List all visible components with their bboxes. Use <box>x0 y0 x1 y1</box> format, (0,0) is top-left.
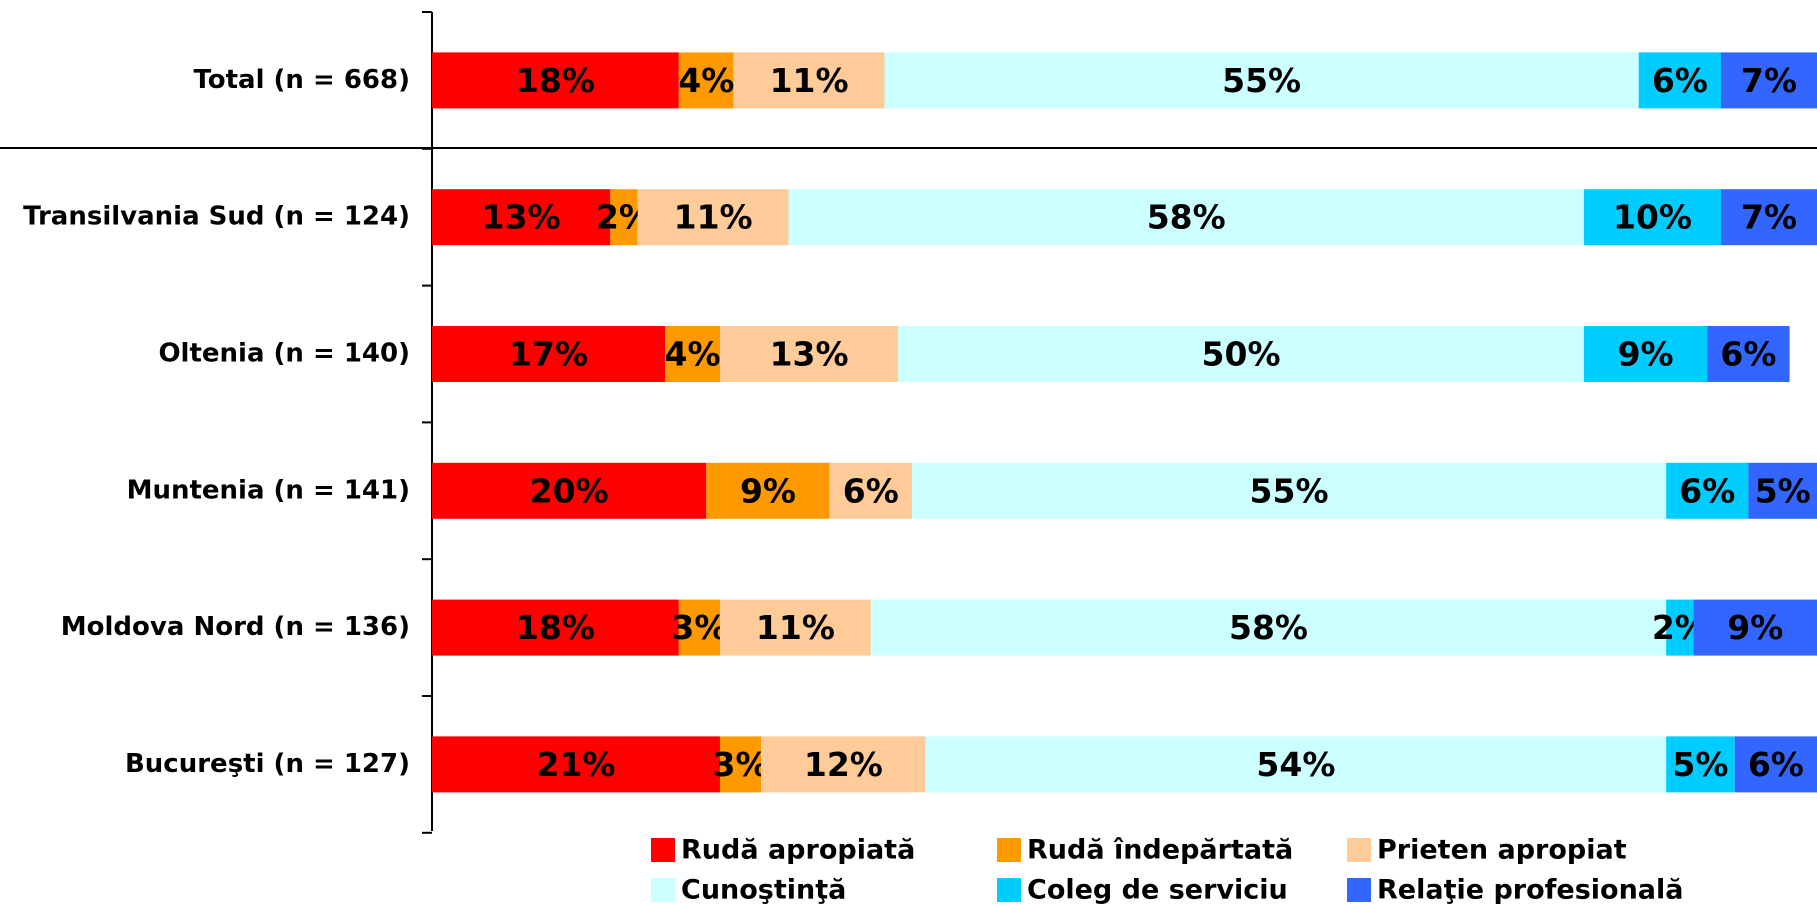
category-label: Bucureşti (n = 127) <box>125 749 410 779</box>
bar-segment <box>911 462 1667 519</box>
data-label: 21% <box>536 745 615 784</box>
bar-segment <box>432 599 679 656</box>
data-label: 9% <box>1618 335 1674 374</box>
data-label: 11% <box>674 198 753 237</box>
legend-label: Cunoştinţă <box>681 875 846 905</box>
data-label: 6% <box>1652 61 1708 100</box>
data-label: 50% <box>1202 335 1281 374</box>
data-label: 58% <box>1147 198 1226 237</box>
bar-segment <box>1583 326 1708 382</box>
data-label: 13% <box>770 335 849 374</box>
bar-segment <box>1583 189 1722 246</box>
legend-swatch <box>1347 878 1371 902</box>
bar-segment <box>870 599 1667 656</box>
data-label: 7% <box>1741 198 1797 237</box>
bar-segment <box>678 599 720 656</box>
data-label: 11% <box>756 608 835 647</box>
data-label: 9% <box>1727 608 1783 647</box>
legend-swatch <box>1347 838 1371 862</box>
bar-segment <box>1666 462 1749 519</box>
category-label: Transilvania Sud (n = 124) <box>23 202 410 232</box>
data-label: 58% <box>1229 608 1308 647</box>
bar-segment <box>1734 736 1817 793</box>
bar-segment <box>829 462 912 519</box>
data-label: 6% <box>843 471 899 510</box>
bar-segment <box>706 462 830 519</box>
bar-segment <box>898 326 1584 382</box>
category-label: Oltenia (n = 140) <box>158 339 410 369</box>
data-label: 54% <box>1256 745 1335 784</box>
data-label: 4% <box>665 335 721 374</box>
legend-label: Coleg de serviciu <box>1027 875 1288 905</box>
bar-segment <box>432 52 679 109</box>
bar-segment <box>1693 599 1817 656</box>
legend-label: Rudă îndepărtată <box>1027 835 1293 866</box>
legend-swatch <box>997 878 1021 902</box>
data-label: 55% <box>1222 61 1301 100</box>
bar-segment <box>1707 326 1790 382</box>
category-label: Moldova Nord (n = 136) <box>61 612 410 642</box>
bar-segment <box>1666 599 1694 656</box>
bar-segment <box>678 52 734 109</box>
data-label: 9% <box>740 471 796 510</box>
data-label: 20% <box>530 471 609 510</box>
data-label: 11% <box>770 61 849 100</box>
data-label: 6% <box>1679 471 1735 510</box>
legend-label: Rudă apropiată <box>681 835 915 866</box>
legend-label: Relaţie profesională <box>1377 875 1684 905</box>
bar-segment <box>665 326 720 382</box>
data-label: 18% <box>516 608 595 647</box>
data-label: 6% <box>1748 745 1804 784</box>
bar-segment <box>884 52 1639 109</box>
bar-segment <box>719 599 871 656</box>
data-label: 4% <box>678 61 734 100</box>
data-label: 5% <box>1672 745 1728 784</box>
bar-segment <box>1748 462 1817 519</box>
data-label: 5% <box>1755 471 1811 510</box>
bar-segment <box>788 189 1584 246</box>
data-label: 6% <box>1720 335 1776 374</box>
data-label: 17% <box>509 335 588 374</box>
data-label: 7% <box>1741 61 1797 100</box>
data-label: 18% <box>516 61 595 100</box>
data-label: 13% <box>482 198 561 237</box>
bar-segment <box>432 736 720 793</box>
bar-segment <box>925 736 1667 793</box>
data-label: 10% <box>1613 198 1692 237</box>
bar-segment <box>1638 52 1722 109</box>
bar-segment <box>719 736 762 793</box>
bar-segment <box>1721 52 1817 109</box>
bar-segment <box>637 189 789 246</box>
data-label: 3% <box>671 608 727 647</box>
bar-segment <box>719 326 899 382</box>
bar-segment <box>432 462 707 519</box>
bar-segment <box>432 326 666 382</box>
legend-swatch <box>651 878 675 902</box>
category-label: Muntenia (n = 141) <box>127 475 410 505</box>
data-label: 12% <box>804 745 883 784</box>
bar-segment <box>432 189 611 246</box>
data-label: 3% <box>713 745 769 784</box>
legend-swatch <box>997 838 1021 862</box>
bar-segment <box>761 736 926 793</box>
legend-swatch <box>651 838 675 862</box>
legend-label: Prieten apropiat <box>1377 835 1627 866</box>
data-label: 55% <box>1250 471 1329 510</box>
bar-segment <box>733 52 885 109</box>
bar-segment <box>1721 189 1817 246</box>
category-label: Total (n = 668) <box>193 65 410 95</box>
bar-segment <box>1666 736 1735 793</box>
bar-segment <box>610 189 638 246</box>
